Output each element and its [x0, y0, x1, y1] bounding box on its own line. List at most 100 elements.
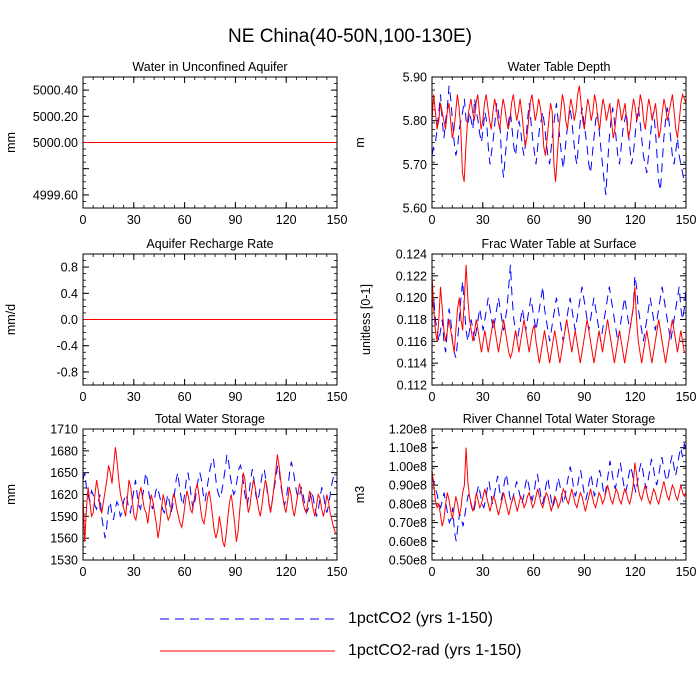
x-tick-label: 150 — [676, 213, 697, 227]
y-tick-label: 5000.20 — [33, 110, 78, 124]
y-tick-label: 0.70e8 — [389, 516, 427, 530]
panel-title: Water Table Depth — [508, 60, 611, 74]
panel-1: Water in Unconfined Aquifer mm 0 30 60 90 120 1… — [4, 60, 347, 227]
series-line-1 — [82, 454, 338, 539]
x-tick-label: 90 — [228, 565, 242, 579]
x-tick-label: 60 — [178, 213, 192, 227]
panel-5: Total Water Storage mm 0 30 60 90 120 150 1530 15… — [4, 412, 347, 579]
panel-6: River Channel Total Water Storage m3 0 30 60… — [353, 412, 696, 579]
legend-entry-1pctco2-rad: 1pctCO2-rad (yrs 1-150) — [160, 640, 580, 664]
panel-4: Frac Water Table at Surface unitless [0-1… — [359, 237, 696, 404]
y-tick-label: 0.118 — [397, 313, 427, 327]
x-tick-label: 30 — [476, 390, 490, 404]
y-tick-label: 0.124 — [396, 248, 427, 262]
x-tick-label: 0 — [429, 213, 436, 227]
series-line-2 — [431, 264, 686, 364]
y-tick-label: 5.60 — [403, 202, 427, 216]
plot-frame — [82, 428, 338, 561]
y-tick-label: 1.00e8 — [389, 460, 427, 474]
x-tick-label: 150 — [676, 390, 697, 404]
y-tick-label: 1.10e8 — [389, 441, 427, 455]
x-tick-label: 120 — [276, 565, 297, 579]
x-tick-label: 90 — [577, 213, 591, 227]
y-tick-label: 1680 — [50, 444, 78, 458]
panel-title: Total Water Storage — [155, 412, 265, 426]
series-line-1 — [431, 264, 687, 358]
x-tick-label: 60 — [178, 565, 192, 579]
legend-entry-1pctco2: 1pctCO2 (yrs 1-150) — [160, 608, 580, 632]
y-tick-label: 1620 — [50, 488, 78, 502]
x-tick-label: 90 — [577, 390, 591, 404]
y-axis-label: m — [353, 137, 367, 147]
x-tick-label: 0 — [80, 565, 87, 579]
panel-title: Aquifer Recharge Rate — [146, 237, 273, 251]
x-tick-label: 90 — [228, 390, 242, 404]
y-tick-label: 1590 — [50, 510, 78, 524]
x-tick-label: 60 — [527, 390, 541, 404]
y-tick-label: 1710 — [50, 423, 78, 437]
legend-label: 1pctCO2-rad (yrs 1-150) — [348, 642, 522, 659]
x-tick-label: 60 — [178, 390, 192, 404]
panel-title: Water in Unconfined Aquifer — [132, 60, 287, 74]
series-line-2 — [82, 447, 338, 548]
y-tick-label: 0.8 — [61, 261, 78, 275]
x-tick-label: 30 — [476, 565, 490, 579]
y-tick-label: 0.114 — [397, 357, 427, 371]
y-tick-label: 5000.00 — [33, 136, 78, 150]
y-tick-label: 1530 — [50, 554, 78, 568]
x-tick-label: 60 — [527, 565, 541, 579]
series-line-2 — [431, 85, 687, 182]
x-tick-label: 90 — [577, 565, 591, 579]
y-tick-label: -0.4 — [56, 339, 78, 353]
y-axis-label: m3 — [353, 486, 367, 503]
x-tick-label: 120 — [625, 565, 646, 579]
legend-swatch-blue-dashed — [160, 618, 335, 620]
legend-label: 1pctCO2 (yrs 1-150) — [348, 610, 493, 627]
x-tick-label: 0 — [80, 390, 87, 404]
x-tick-label: 60 — [527, 213, 541, 227]
y-tick-label: 0.120 — [396, 291, 427, 305]
plot-frame — [431, 76, 687, 209]
y-tick-label: 0.0 — [61, 313, 78, 327]
plot-frame — [431, 428, 687, 561]
y-tick-label: 1650 — [50, 466, 78, 480]
series-line-2 — [431, 447, 687, 527]
x-tick-label: 150 — [327, 390, 348, 404]
x-tick-label: 150 — [327, 565, 348, 579]
x-tick-label: 30 — [127, 390, 141, 404]
y-tick-label: 0.112 — [397, 379, 427, 393]
plot-frame — [431, 253, 687, 386]
y-tick-label: 4999.60 — [33, 188, 78, 202]
figure-title: NE China(40-50N,100-130E) — [228, 26, 472, 47]
y-tick-label: 0.80e8 — [389, 497, 427, 511]
y-tick-label: 5000.40 — [33, 84, 78, 98]
x-tick-label: 30 — [476, 213, 490, 227]
y-axis-label: mm — [4, 484, 18, 505]
plot-frame — [82, 76, 338, 209]
y-tick-label: -0.8 — [56, 365, 78, 379]
y-tick-label: 0.60e8 — [389, 535, 427, 549]
x-tick-label: 120 — [625, 213, 646, 227]
x-tick-label: 0 — [429, 390, 436, 404]
x-tick-label: 120 — [625, 390, 646, 404]
y-tick-label: 0.90e8 — [389, 479, 427, 493]
y-tick-label: 5.80 — [403, 114, 427, 128]
y-tick-label: 0.50e8 — [389, 554, 427, 568]
y-tick-label: 5.90 — [403, 71, 427, 85]
y-tick-label: 0.4 — [61, 287, 78, 301]
x-tick-label: 90 — [228, 213, 242, 227]
panel-title: Frac Water Table at Surface — [482, 237, 637, 251]
y-tick-label: 1560 — [50, 532, 78, 546]
y-axis-label: mm — [4, 132, 18, 153]
x-tick-label: 120 — [276, 390, 297, 404]
y-tick-label: 1.20e8 — [389, 423, 427, 437]
y-tick-label: 5.70 — [403, 158, 427, 172]
y-tick-label: 0.116 — [397, 335, 427, 349]
series-line-1 — [431, 442, 687, 542]
x-tick-label: 0 — [429, 565, 436, 579]
x-tick-label: 150 — [676, 565, 697, 579]
x-tick-label: 150 — [327, 213, 348, 227]
panel-2: Water Table Depth m 0 30 60 90 120 150 5.60 5.70 5… — [353, 60, 696, 227]
x-tick-label: 120 — [276, 213, 297, 227]
